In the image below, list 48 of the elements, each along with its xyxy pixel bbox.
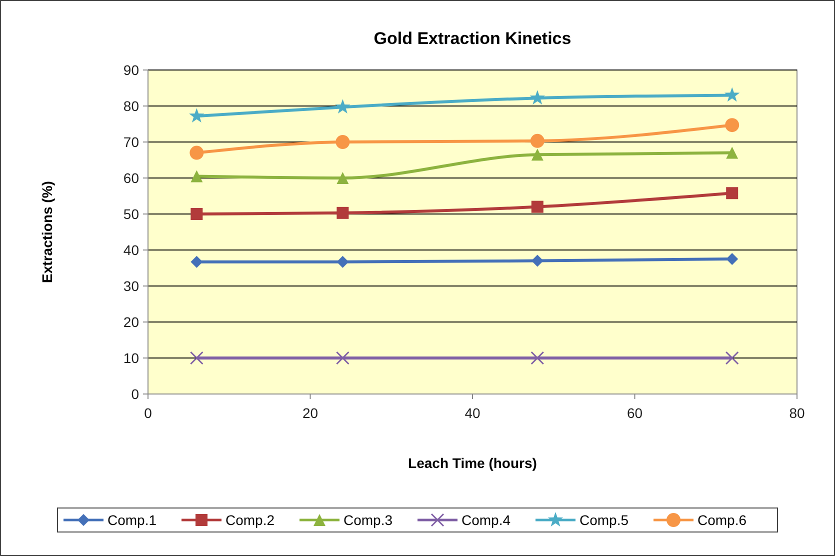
- y-tick-label: 90: [123, 62, 140, 78]
- chart-title: Gold Extraction Kinetics: [374, 29, 572, 48]
- y-tick-label: 70: [123, 134, 140, 150]
- legend-label: Comp.5: [580, 512, 629, 528]
- point: [530, 351, 544, 365]
- point: [725, 118, 740, 132]
- y-tick-label: 50: [123, 206, 140, 222]
- point: [530, 90, 546, 105]
- x-tick-label: 0: [144, 405, 152, 421]
- legend-label: Comp.1: [108, 512, 157, 528]
- y-tick-label: 20: [123, 314, 140, 330]
- y-tick-label: 60: [123, 170, 140, 186]
- x-tick-label: 40: [464, 405, 480, 421]
- x-tick-label: 20: [302, 405, 318, 421]
- point: [336, 256, 349, 268]
- point: [190, 170, 203, 182]
- point: [336, 351, 350, 365]
- point: [190, 208, 203, 220]
- x-tick-label: 60: [626, 405, 643, 421]
- point: [726, 253, 738, 265]
- point: [531, 254, 544, 267]
- point: [189, 108, 204, 123]
- point: [726, 146, 738, 159]
- point: [724, 87, 740, 102]
- y-axis-title: Extractions (%): [39, 181, 55, 283]
- point: [725, 351, 739, 365]
- point: [726, 187, 738, 200]
- point: [190, 351, 204, 365]
- point: [336, 206, 349, 219]
- point: [531, 200, 544, 213]
- legend-label: Comp.2: [226, 512, 275, 528]
- y-tick-label: 40: [123, 242, 140, 258]
- point: [190, 146, 204, 160]
- point: [190, 256, 203, 268]
- y-tick-label: 30: [123, 278, 140, 294]
- y-tick-label: 0: [131, 386, 140, 402]
- point: [336, 172, 349, 184]
- y-tick-label: 80: [123, 98, 140, 114]
- point: [531, 148, 544, 161]
- point: [336, 135, 350, 149]
- legend-label: Comp.4: [462, 512, 511, 528]
- x-tick-label: 80: [789, 405, 805, 421]
- x-axis-title: Leach Time (hours): [408, 455, 537, 471]
- point: [335, 99, 350, 114]
- point: [530, 134, 544, 148]
- y-tick-label: 10: [123, 350, 140, 366]
- legend-label: Comp.3: [344, 512, 393, 528]
- legend-label: Comp.6: [698, 512, 747, 528]
